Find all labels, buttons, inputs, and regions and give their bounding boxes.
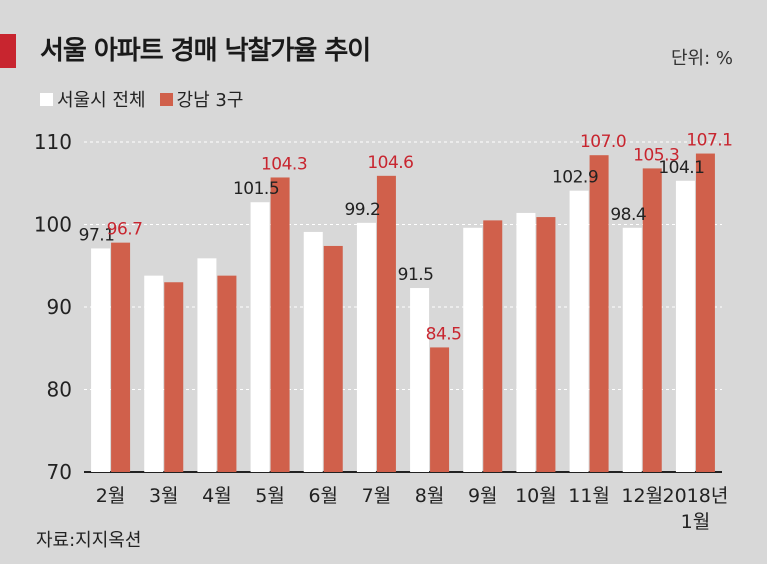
bar-seoul xyxy=(410,288,430,472)
legend-label-gangnam: 강남 3구 xyxy=(176,90,244,111)
legend-swatch-seoul xyxy=(40,92,53,106)
bar-seoul xyxy=(250,202,270,472)
bar-gangnam xyxy=(323,245,343,472)
bar-seoul xyxy=(569,190,589,473)
data-label-seoul: 98.4 xyxy=(610,205,646,225)
chart-title: 서울 아파트 경매 낙찰가율 추이 xyxy=(40,36,371,66)
data-label-seoul: 104.1 xyxy=(658,158,704,178)
bar-gangnam xyxy=(164,282,184,472)
data-label-gangnam: 104.3 xyxy=(261,154,307,174)
source-note: 자료:지지옥션 xyxy=(36,530,142,551)
data-label-gangnam: 84.5 xyxy=(426,324,462,344)
data-label-seoul: 99.2 xyxy=(344,200,380,220)
data-label-gangnam: 107.1 xyxy=(686,131,732,151)
x-tick-label: 11월 xyxy=(568,485,610,507)
bar-gangnam xyxy=(695,153,715,473)
x-tick-label: 3월 xyxy=(149,485,179,507)
bar-gangnam xyxy=(430,347,450,472)
x-tick-label: 7월 xyxy=(362,485,392,507)
data-label-seoul: 97.1 xyxy=(79,225,115,245)
unit-label: 단위: % xyxy=(670,48,733,69)
x-tick-label: 2018년 xyxy=(662,485,728,507)
data-label-seoul: 91.5 xyxy=(398,265,434,285)
bar-seoul xyxy=(303,231,323,472)
bar-gangnam xyxy=(270,177,290,472)
bar-seoul xyxy=(622,227,642,472)
data-label-gangnam: 96.7 xyxy=(107,220,143,240)
x-tick-label: 9월 xyxy=(468,485,498,507)
x-tick-label: 4월 xyxy=(202,485,232,507)
y-tick-label: 80 xyxy=(47,378,72,402)
x-tick-label: 12월 xyxy=(621,485,663,507)
x-tick-label: 1월 xyxy=(681,511,711,533)
y-tick-label: 110 xyxy=(34,130,72,154)
legend-label-seoul: 서울시 전체 xyxy=(57,90,146,111)
bar-gangnam xyxy=(217,275,237,472)
data-label-seoul: 101.5 xyxy=(233,179,279,199)
bar-gangnam xyxy=(589,155,609,472)
y-tick-label: 90 xyxy=(47,295,72,319)
legend-item-seoul: 서울시 전체 xyxy=(40,86,146,112)
data-label-seoul: 102.9 xyxy=(552,168,598,188)
x-tick-label: 10월 xyxy=(515,485,557,507)
x-tick-label: 8월 xyxy=(415,485,445,507)
bar-seoul xyxy=(197,258,217,472)
x-tick-label: 6월 xyxy=(308,485,338,507)
y-tick-label: 100 xyxy=(34,213,72,237)
x-tick-label: 2월 xyxy=(96,485,126,507)
data-label-gangnam: 105.3 xyxy=(633,145,679,165)
data-label-gangnam: 107.0 xyxy=(580,132,626,152)
data-label-gangnam: 104.6 xyxy=(367,153,413,173)
bar-gangnam xyxy=(642,168,662,472)
title-accent-bar xyxy=(0,34,16,68)
bar-seoul xyxy=(463,227,483,472)
bar-seoul xyxy=(144,275,164,472)
bar-gangnam xyxy=(536,217,556,472)
legend-item-gangnam: 강남 3구 xyxy=(159,86,244,112)
y-tick-label: 70 xyxy=(47,460,72,484)
legend-swatch-gangnam xyxy=(159,92,173,106)
bar-gangnam xyxy=(483,220,503,472)
bar-seoul xyxy=(675,180,695,472)
bar-seoul xyxy=(356,222,376,472)
bar-gangnam xyxy=(376,175,396,472)
bar-gangnam xyxy=(111,242,131,472)
legend: 서울시 전체 강남 3구 xyxy=(40,86,257,112)
x-tick-label: 5월 xyxy=(255,485,285,507)
bar-seoul xyxy=(91,248,111,472)
bar-seoul xyxy=(516,212,536,472)
